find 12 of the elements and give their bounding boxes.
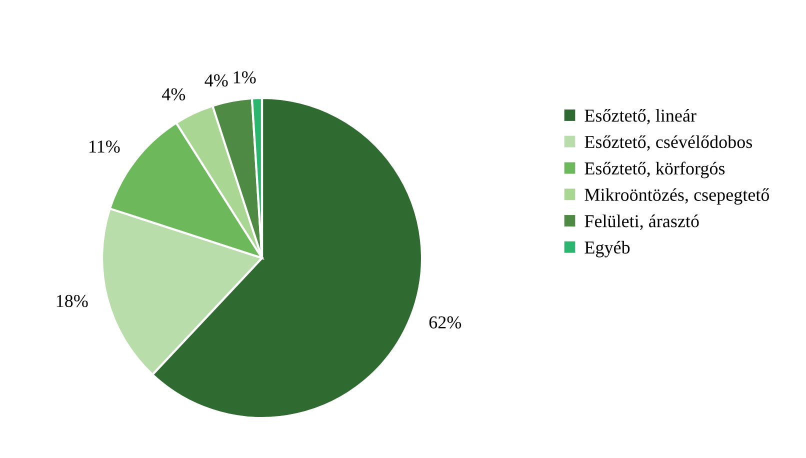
legend-label: Esőztető, lineár bbox=[584, 109, 696, 124]
legend-label: Esőztető, körforgós bbox=[584, 162, 725, 178]
legend-label: Felületi, árasztó bbox=[584, 214, 699, 230]
data-label: 1% bbox=[234, 71, 256, 84]
data-label: 62% bbox=[429, 316, 462, 329]
legend-label: Egyéb bbox=[584, 240, 630, 258]
data-label: 11% bbox=[90, 140, 120, 153]
data-label: 18% bbox=[56, 294, 88, 308]
data-label: 4% bbox=[162, 88, 186, 100]
data-label: 4% bbox=[204, 74, 228, 87]
legend-label: Esőztető, csévélődobos bbox=[584, 135, 752, 151]
legend-label: Mikroöntözés, csepegtető bbox=[584, 188, 770, 205]
